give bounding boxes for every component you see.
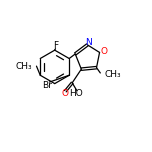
Text: O: O (61, 89, 68, 98)
Text: Br: Br (42, 81, 52, 90)
Text: CH₃: CH₃ (104, 70, 121, 79)
Text: N: N (85, 38, 92, 47)
Text: F: F (53, 41, 58, 50)
Text: HO: HO (69, 89, 83, 98)
Text: CH₃: CH₃ (15, 62, 32, 71)
Text: O: O (100, 47, 107, 56)
